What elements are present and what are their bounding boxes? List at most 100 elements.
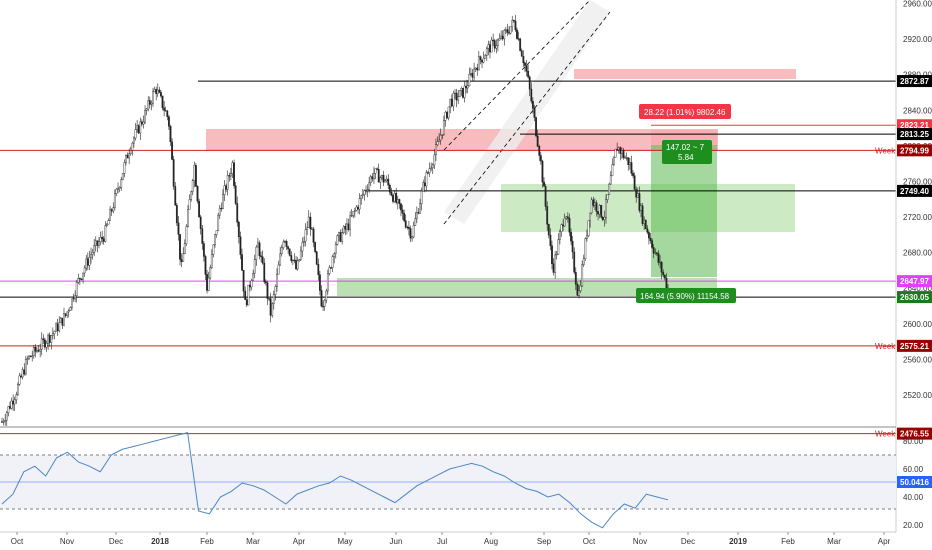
candle-body: [139, 121, 142, 134]
candle-body: [196, 186, 199, 202]
candle-body: [144, 110, 146, 123]
price-tag-label-3: 2794.99: [900, 146, 929, 155]
candle-body: [447, 106, 450, 119]
candle-body: [117, 188, 119, 190]
candle-body: [212, 244, 215, 255]
x-tick-label: Mar: [246, 537, 260, 546]
rsi-tick-label: 40.00: [903, 493, 924, 502]
candle-body: [333, 253, 336, 257]
candle-body: [541, 160, 544, 183]
candle-body: [441, 134, 444, 136]
candle-body: [39, 348, 42, 352]
candle-body: [63, 313, 65, 326]
candle-body: [56, 323, 59, 332]
candle-body: [291, 259, 294, 262]
candle-body: [258, 242, 261, 257]
candle-body: [228, 175, 231, 177]
candle-body: [509, 26, 512, 34]
candle-body: [166, 110, 169, 117]
price-tag-label-5: 2647.97: [900, 277, 929, 286]
candle-body: [241, 254, 243, 271]
candle-body: [539, 155, 542, 162]
candle-body: [563, 217, 566, 227]
candle-body: [495, 45, 498, 49]
candle-body: [377, 169, 380, 183]
candle-body: [355, 206, 358, 211]
candle-body: [226, 175, 229, 190]
candle-body: [640, 205, 642, 211]
candle-body: [601, 216, 604, 221]
candle-body: [102, 238, 105, 242]
candle-body: [169, 126, 172, 143]
candle-body: [315, 251, 318, 265]
candle-body: [392, 195, 394, 202]
candle-body: [174, 186, 177, 206]
y-tick-label: 2520.00: [903, 391, 932, 400]
candle-body: [188, 199, 191, 210]
ratio-annotation: 147.02 ~ 7 5.84: [662, 140, 712, 164]
candle-body: [581, 264, 584, 287]
candle-body: [164, 110, 167, 112]
candle-body: [544, 186, 547, 207]
candle-body: [586, 235, 588, 239]
candle-body: [142, 121, 145, 125]
candle-body: [549, 234, 552, 246]
candle-body: [512, 19, 515, 22]
candle-body: [288, 248, 291, 256]
ratio-annotation-line2: 5.84: [678, 153, 694, 162]
candle-body: [565, 216, 568, 219]
candle-body: [628, 162, 631, 166]
candle-body: [156, 89, 159, 94]
candle-body: [571, 240, 574, 253]
candle-body: [538, 146, 541, 156]
candle-body: [26, 358, 29, 360]
candle-body: [376, 168, 379, 170]
candle-body: [78, 277, 81, 280]
candle-body: [10, 400, 13, 409]
candle-body: [522, 56, 525, 64]
candle-body: [346, 223, 348, 230]
price-tag-label-0: 2872.87: [900, 77, 929, 86]
candle-body: [582, 258, 585, 265]
candle-body: [528, 76, 531, 90]
candle-body: [36, 350, 38, 352]
price-tag-2: [897, 128, 932, 141]
rsi-value-tag: [897, 476, 932, 488]
y-tick-label: 2640.00: [903, 284, 932, 293]
candle-body: [490, 39, 493, 53]
candle-body: [492, 39, 495, 42]
candle-body: [118, 187, 121, 189]
candle-body: [99, 236, 102, 243]
candle-body: [42, 338, 45, 341]
candle-body: [276, 273, 278, 287]
candle-body: [590, 199, 593, 214]
candle-body: [373, 173, 375, 180]
candle-body: [306, 227, 309, 230]
candle-body: [177, 222, 180, 235]
candle-body: [595, 202, 598, 212]
candle-body: [450, 98, 453, 107]
candle-body: [264, 281, 267, 284]
candle-body: [134, 129, 137, 139]
candle-body: [207, 277, 210, 291]
candle-body: [547, 224, 550, 236]
candle-body: [430, 167, 433, 169]
candle-body: [9, 406, 11, 409]
candle-body: [252, 272, 255, 281]
candle-body: [444, 112, 447, 121]
candle-body: [535, 117, 537, 137]
candle-body: [533, 108, 536, 118]
candle-body: [562, 224, 564, 227]
candle-body: [153, 89, 156, 92]
candle-body: [619, 147, 622, 154]
candle-body: [431, 164, 434, 169]
candle-body: [131, 142, 134, 151]
rsi-series-line: [1, 431, 669, 529]
candle-body: [439, 134, 442, 141]
candle-body: [121, 173, 124, 180]
candle-body: [546, 206, 549, 225]
long-annotation: 164.94 (5.90%) 11154.58: [636, 288, 736, 303]
candle-body: [185, 226, 188, 244]
candle-body: [427, 172, 429, 174]
candle-body: [347, 223, 350, 230]
